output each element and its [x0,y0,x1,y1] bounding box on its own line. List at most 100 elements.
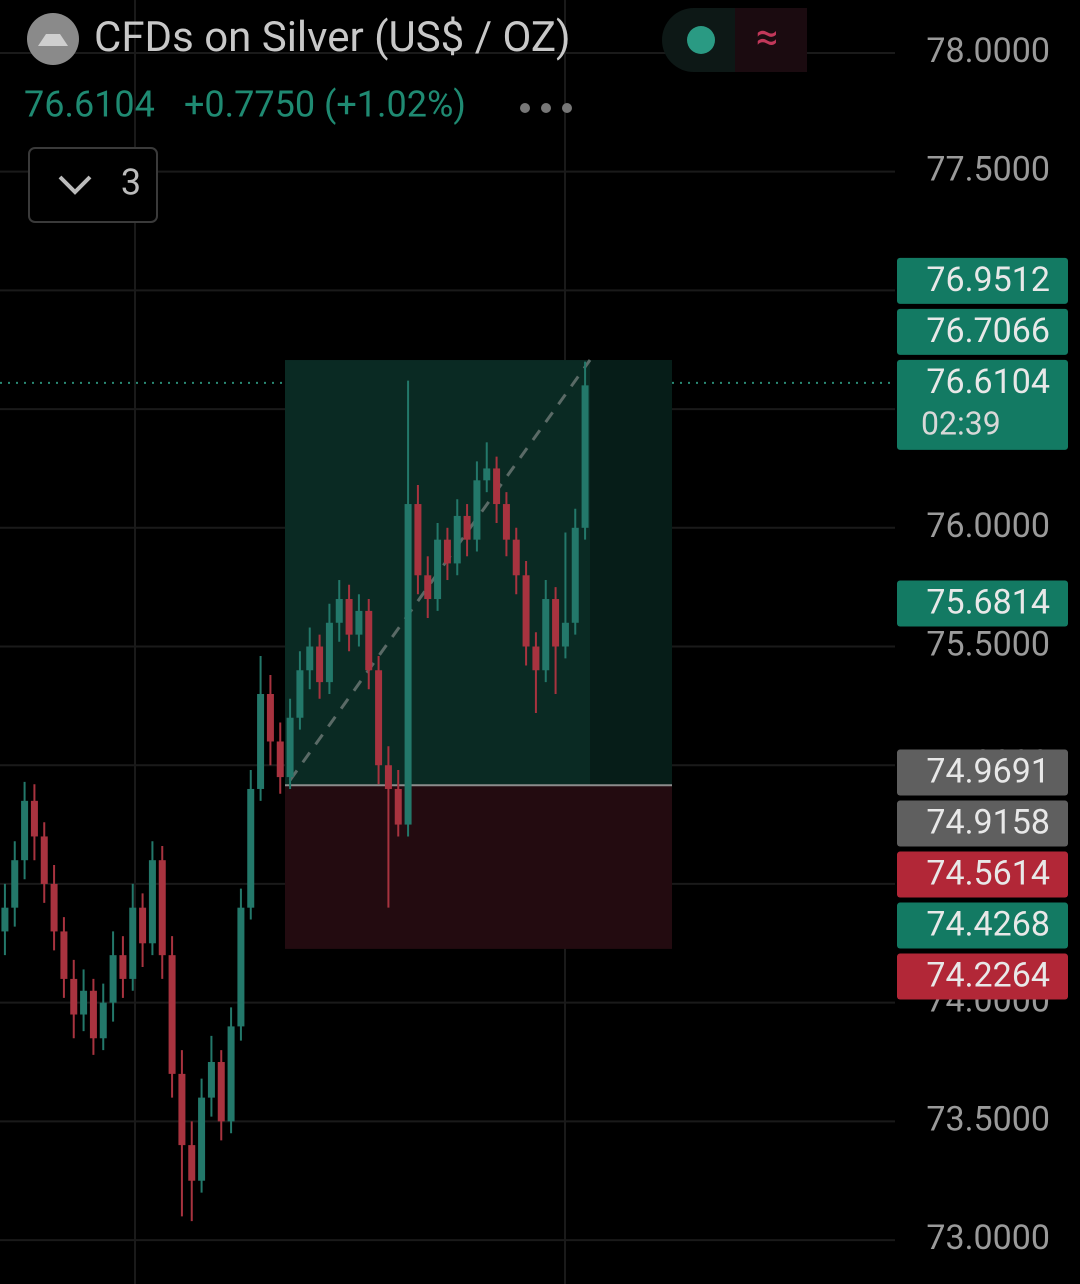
price-badge [897,902,1068,949]
candle-body [247,788,255,908]
candle-body [306,646,314,671]
candle-body [276,741,284,778]
candle-body [217,1062,225,1122]
more-dot[interactable] [541,103,551,113]
candle-body [237,907,245,1027]
candle-body [139,907,147,944]
candle-body [60,931,68,979]
last-price: 76.6104 [24,84,155,126]
price-badge [897,580,1068,627]
price-badge [897,851,1068,898]
countdown: 02:39 [921,404,1001,442]
candle-body [89,990,97,1039]
candle-body [70,978,78,1015]
y-tick-label: 77.5000 [926,150,1050,190]
price-change: +0.7750 (+1.02%) [184,84,466,126]
candle-body [424,575,432,600]
candle-body [207,1062,215,1098]
price-badge [897,800,1068,847]
candle-body [168,955,176,1074]
market-open-dot [687,26,715,54]
indicators-button[interactable] [28,147,158,223]
price-badge [897,359,1068,450]
candle-body [571,527,579,623]
candle-body [158,860,166,956]
price-badge-label: 74.9158 [926,803,1050,843]
candle-body [227,1026,235,1122]
candle-body [178,1073,186,1146]
price-badge-label: 74.5614 [926,854,1050,894]
candle-body [355,610,363,635]
price-badge [897,257,1068,304]
candle-body [365,610,373,671]
price-badge-label: 74.2264 [926,956,1050,996]
candle-body [257,693,265,789]
candle-body [375,670,383,766]
candle-body [414,504,422,576]
more-dot[interactable] [562,103,572,113]
symbol-title[interactable]: CFDs on Silver (US$ / OZ) [94,13,571,62]
price-badge [897,308,1068,355]
candle-body [404,504,412,825]
candle-body [561,622,569,647]
candle-body [286,717,294,778]
candle-body [443,539,451,564]
chevron [58,175,92,195]
candle-body [512,539,520,576]
candle-body [483,468,491,481]
candle-body [473,480,481,540]
y-tick-label: 76.0000 [926,506,1050,546]
candle-body [198,1097,206,1181]
candle-body [119,955,127,979]
candle-body [30,800,38,837]
price-badge-label: 76.7066 [926,311,1050,351]
candle-body [502,504,510,540]
price-badge [897,749,1068,796]
candle-body [532,646,540,671]
candle-body [552,599,560,647]
price-badge-label: 74.4268 [926,905,1050,945]
candle-body [148,860,156,944]
y-tick-label: 78.0000 [926,31,1050,71]
y-tick-label: 75.5000 [926,624,1050,664]
more-dot[interactable] [520,103,530,113]
status-pill-right [735,8,807,72]
candle-body [493,468,501,505]
candle-body [188,1145,196,1181]
candle-body [463,515,471,540]
candle-body [40,836,48,884]
candle-body [384,765,392,789]
price-badge-label: 76.9512 [926,260,1050,300]
candle-body [522,575,530,647]
price-badge-label: 74.9691 [926,752,1050,792]
candle-body [325,622,333,683]
candle-body [394,788,402,825]
y-tick-label: 73.0000 [926,1218,1050,1258]
icon-glyph [38,34,68,46]
price-axis: 73.000073.500074.000074.500075.000075.50… [926,31,1050,1258]
loss-zone [285,785,672,949]
candle-body [80,990,88,1015]
candle-body [335,599,343,623]
indicator-count: 3 [121,162,141,204]
candle-body [109,955,117,1003]
candle-body [581,385,589,528]
candle-body [11,860,19,908]
candle-body [296,670,304,718]
data-badge: ≈ [756,14,779,61]
y-tick-label: 73.5000 [926,1099,1050,1139]
price-badge-label: 76.6104 [926,362,1050,402]
position-tool [285,359,672,949]
candle-body [129,907,137,979]
candle-body [316,646,324,683]
profit-zone-future [590,360,672,786]
candle-body [453,515,461,564]
candle-body [50,883,58,932]
candle-body [542,599,550,671]
candle-body [434,539,442,600]
candle-body [345,599,353,635]
price-badge [897,953,1068,1000]
candle-body [1,907,9,932]
